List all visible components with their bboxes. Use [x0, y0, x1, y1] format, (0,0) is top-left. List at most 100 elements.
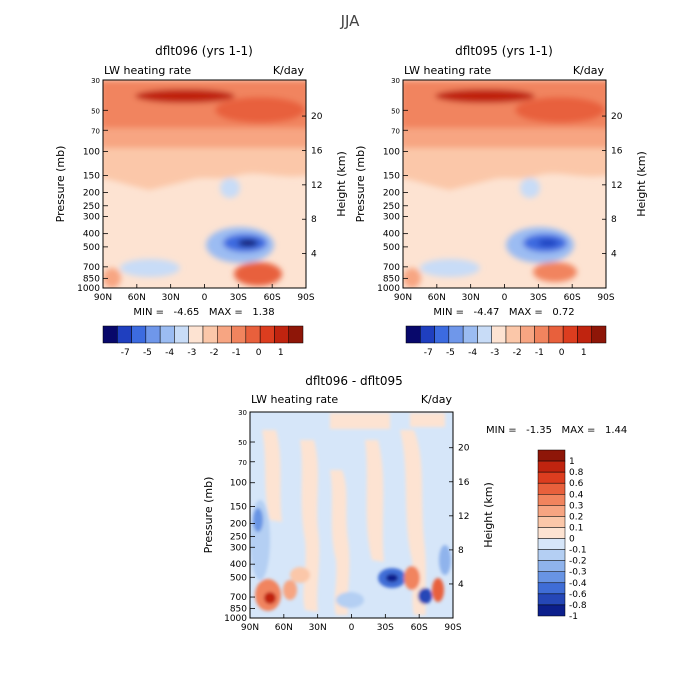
cool-region-mid: [220, 178, 240, 198]
x-tick-label: 30S: [377, 623, 394, 633]
colorbar-label: -0.6: [569, 590, 587, 600]
y-right-tick-label: 4: [458, 580, 464, 590]
y-right-tick-label: 20: [458, 444, 470, 454]
y-tick-label: 150: [383, 171, 400, 181]
y-axis-label-right: Height (km): [335, 151, 348, 217]
diff-positive-band: [330, 470, 350, 615]
cool-region-mid: [520, 178, 540, 198]
colorbar-swatch: [537, 538, 566, 550]
y-tick-label: 200: [83, 189, 100, 199]
x-tick-label: 60N: [275, 623, 293, 633]
colorbar-label: 1: [581, 348, 587, 358]
diff-positive-band: [300, 440, 320, 612]
y-tick-label: 400: [83, 230, 100, 240]
colorbar-swatch: [231, 325, 247, 344]
panel-subtitle-left: LW heating rate: [104, 64, 191, 77]
y-tick-label: 30: [238, 409, 247, 417]
y-tick-label: 700: [83, 263, 100, 273]
colorbar-swatch: [174, 325, 189, 344]
y-right-tick-label: 20: [611, 112, 623, 122]
colorbar-swatch: [420, 325, 435, 344]
panel-difference: dflt096 - dflt095 LW heating rate K/day: [202, 374, 627, 633]
panel-title: dflt095 (yrs 1-1): [455, 44, 553, 58]
y-axis-right: 20 16 12 8 4: [602, 112, 623, 260]
heat-region-upper-mid: [403, 128, 606, 150]
colorbar-swatch: [462, 325, 478, 344]
colorbar-swatch: [117, 325, 132, 344]
y-right-tick-label: 4: [611, 250, 617, 260]
y-tick-label: 50: [391, 107, 400, 115]
x-tick-label: 30N: [162, 293, 180, 303]
panel-subtitle-left: LW heating rate: [251, 393, 338, 406]
colorbar-label: 1: [278, 348, 284, 358]
colorbar-swatch: [448, 325, 464, 344]
colorbar-label: -0.1: [569, 546, 587, 556]
x-axis: 90N 60N 30N 0 30S 60S 90S: [94, 284, 315, 303]
colorbar-label: -4: [165, 348, 174, 358]
min-max-stats: MIN = -4.47 MAX = 0.72: [433, 307, 574, 318]
colorbar-swatch: [537, 516, 566, 528]
colorbar-label: 0: [256, 348, 262, 358]
min-max-stats: MIN = -1.35 MAX = 1.44: [486, 425, 627, 436]
colorbar-swatch: [537, 494, 566, 506]
y-right-tick-label: 8: [458, 546, 464, 556]
colorbar-swatch: [202, 325, 218, 344]
x-axis: 90N 60N 30N 0 30S 60S 90S: [394, 284, 615, 303]
y-tick-label: 850: [383, 274, 400, 284]
min-max-stats: MIN = -4.65 MAX = 1.38: [133, 307, 274, 318]
diff-positive-low: [290, 567, 310, 583]
y-tick-label: 700: [383, 263, 400, 273]
diff-positive-band: [400, 430, 426, 615]
colorbar-swatch: [159, 325, 175, 344]
colorbar-swatch: [245, 325, 261, 344]
heat-region-surface-west: [103, 268, 121, 288]
y-tick-label: 70: [238, 459, 247, 467]
diff-positive-band: [365, 440, 384, 562]
colorbar-swatch: [537, 527, 566, 539]
heat-region-upper-rim: [215, 97, 305, 123]
heat-region-mid: [403, 148, 606, 190]
cool-region-surface: [420, 259, 480, 277]
colorbar-label: 0.8: [569, 468, 584, 478]
diff-positive-low: [283, 580, 297, 600]
colorbar-swatch: [520, 325, 535, 344]
diff-positive-band: [262, 430, 282, 522]
heat-region-upper-mid: [103, 128, 306, 150]
y-axis-label: Pressure (mb): [354, 146, 367, 223]
y-right-tick-label: 8: [311, 215, 317, 225]
heat-region-surface: [533, 262, 577, 282]
colorbar-label: -0.4: [569, 579, 587, 589]
colorbar-swatch: [562, 325, 578, 344]
colorbar-label: -1: [569, 612, 578, 622]
y-axis-label-right: Height (km): [482, 482, 495, 548]
colorbar-label: -2: [210, 348, 219, 358]
y-right-tick-label: 16: [611, 146, 623, 156]
y-tick-label: 850: [230, 604, 247, 614]
panel-subtitle-right: K/day: [273, 64, 305, 77]
y-right-tick-label: 4: [311, 250, 317, 260]
cool-region-low-min: [538, 239, 558, 247]
y-tick-label: 1000: [377, 284, 400, 294]
y-right-tick-label: 20: [311, 112, 323, 122]
y-tick-label: 50: [91, 107, 100, 115]
y-right-tick-label: 8: [611, 215, 617, 225]
diff-positive-low: [404, 566, 420, 590]
heat-region-upper-max: [135, 89, 235, 103]
colorbar-swatch: [537, 460, 566, 473]
y-tick-label: 500: [383, 243, 400, 253]
colorbar-swatch: [548, 325, 564, 344]
colorbar-label: 0: [559, 348, 565, 358]
y-tick-label: 100: [83, 147, 100, 157]
colorbar-label: -1: [535, 348, 544, 358]
x-tick-label: 90S: [444, 623, 461, 633]
y-tick-label: 30: [91, 77, 100, 85]
y-tick-label: 400: [383, 230, 400, 240]
colorbar-label: 0.2: [569, 512, 583, 522]
x-tick-label: 30S: [530, 293, 547, 303]
y-tick-label: 70: [391, 127, 400, 135]
colorbar-swatch: [537, 505, 566, 517]
colorbar-swatch: [537, 582, 566, 595]
colorbar-swatch: [591, 325, 607, 344]
